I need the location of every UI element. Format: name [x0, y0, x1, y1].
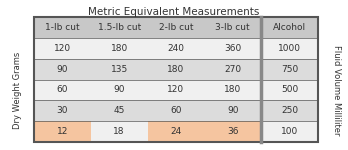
Bar: [91, 100, 148, 121]
Bar: [261, 38, 318, 59]
Bar: [34, 100, 91, 121]
Bar: [261, 80, 318, 100]
Text: 90: 90: [227, 106, 238, 115]
Text: 270: 270: [224, 65, 242, 74]
Bar: [34, 17, 91, 38]
Text: 135: 135: [111, 65, 128, 74]
Text: 60: 60: [170, 106, 182, 115]
Text: 1.5-lb cut: 1.5-lb cut: [97, 23, 141, 32]
Bar: [204, 121, 261, 142]
Text: Fluid Volume Milliliter: Fluid Volume Milliliter: [332, 45, 340, 135]
Text: 60: 60: [57, 85, 68, 94]
Text: Metric Equivalent Measurements: Metric Equivalent Measurements: [88, 7, 260, 17]
Bar: [261, 121, 318, 142]
Text: 180: 180: [224, 85, 242, 94]
Text: 18: 18: [113, 127, 125, 136]
Bar: [261, 100, 318, 121]
Text: 120: 120: [54, 44, 71, 53]
Text: 24: 24: [171, 127, 182, 136]
Text: 1000: 1000: [278, 44, 301, 53]
Text: 2-lb cut: 2-lb cut: [159, 23, 193, 32]
Text: 250: 250: [281, 106, 298, 115]
Bar: [34, 17, 318, 142]
Text: 100: 100: [281, 127, 298, 136]
Bar: [34, 80, 91, 100]
Bar: [148, 100, 204, 121]
Bar: [148, 17, 204, 38]
Bar: [204, 100, 261, 121]
Text: 36: 36: [227, 127, 238, 136]
Bar: [91, 80, 148, 100]
Bar: [34, 38, 91, 59]
Bar: [91, 121, 148, 142]
Text: 90: 90: [57, 65, 68, 74]
Bar: [148, 121, 204, 142]
Bar: [34, 59, 91, 80]
Bar: [204, 59, 261, 80]
Text: 180: 180: [167, 65, 185, 74]
Bar: [91, 17, 148, 38]
Text: 30: 30: [57, 106, 68, 115]
Bar: [261, 17, 318, 38]
Text: 1-lb cut: 1-lb cut: [45, 23, 80, 32]
Bar: [91, 59, 148, 80]
Bar: [34, 121, 91, 142]
Text: 360: 360: [224, 44, 242, 53]
Bar: [148, 38, 204, 59]
Text: 90: 90: [113, 85, 125, 94]
Text: 180: 180: [111, 44, 128, 53]
Bar: [204, 80, 261, 100]
Bar: [261, 59, 318, 80]
Bar: [204, 38, 261, 59]
Bar: [91, 38, 148, 59]
Text: Alcohol: Alcohol: [273, 23, 306, 32]
Bar: [148, 59, 204, 80]
Text: 12: 12: [57, 127, 68, 136]
Bar: [204, 17, 261, 38]
Bar: [148, 80, 204, 100]
Text: 45: 45: [113, 106, 125, 115]
Text: Dry Weight Grams: Dry Weight Grams: [14, 51, 23, 129]
Text: 120: 120: [167, 85, 184, 94]
Text: 750: 750: [281, 65, 298, 74]
Text: 500: 500: [281, 85, 298, 94]
Text: 240: 240: [167, 44, 184, 53]
Text: 3-lb cut: 3-lb cut: [215, 23, 250, 32]
